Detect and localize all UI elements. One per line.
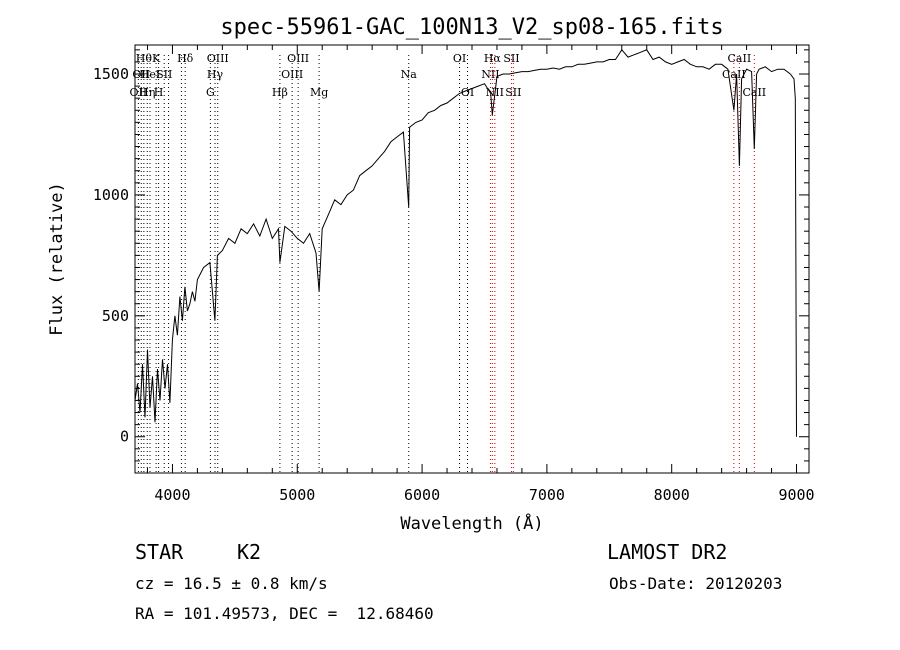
- object-class-label: STAR: [135, 540, 184, 564]
- spectral-line-label: Hβ: [272, 86, 288, 99]
- spectral-line-labels: OIIOIIHθHηHeIKHSIIHδGHγOIIIHβOIIIOIIIMgN…: [130, 52, 767, 99]
- y-tick-label: 0: [120, 428, 129, 446]
- x-tick-label: 7000: [529, 486, 565, 504]
- x-tick-label: 6000: [404, 486, 440, 504]
- x-axis-ticks: 4000 5000 6000 7000 8000 9000: [146, 45, 815, 504]
- spectral-line-label: Na: [401, 68, 418, 81]
- coordinates-text: RA = 101.49573, DEC = 12.68460: [135, 604, 434, 623]
- x-tick-label: 5000: [279, 486, 315, 504]
- spectral-line-markers: [137, 55, 755, 473]
- x-tick-label: 4000: [154, 486, 190, 504]
- spectral-line-label: Hα: [484, 52, 502, 65]
- x-axis-label: Wavelength (Å): [400, 512, 543, 534]
- redshift-velocity-text: cz = 16.5 ± 0.8 km/s: [135, 574, 328, 593]
- spectral-line-label: Hγ: [207, 68, 224, 81]
- spectral-line-label: OI: [453, 52, 466, 65]
- y-axis-label: Flux (relative): [47, 182, 67, 336]
- spectral-line-label: SII: [505, 86, 521, 99]
- object-subclass-label: K2: [237, 540, 262, 564]
- x-tick-label: 8000: [654, 486, 690, 504]
- spectral-line-label: Hθ: [136, 52, 153, 65]
- spectral-line-label: Mg: [310, 86, 328, 99]
- observation-date-text: Obs-Date: 20120203: [609, 574, 783, 593]
- spectral-line-label: K: [152, 52, 161, 65]
- spectrum-series-line: [134, 48, 797, 437]
- spectral-line-label: OIII: [207, 52, 229, 65]
- spectral-line-label: CaII: [728, 52, 752, 65]
- spectral-line-label: H: [154, 86, 164, 99]
- spectral-line-label: OIII: [287, 52, 309, 65]
- y-tick-label: 1500: [93, 65, 129, 83]
- y-axis-ticks: 0 500 1000 1500: [93, 49, 809, 462]
- spectral-line-label: SII: [156, 68, 172, 81]
- spectral-line-label: Hη: [139, 86, 155, 99]
- spectral-line-label: HeI: [140, 68, 160, 81]
- spectral-line-label: OIII: [281, 68, 303, 81]
- spectral-line-label: SII: [503, 52, 519, 65]
- y-tick-label: 1000: [93, 186, 129, 204]
- spectral-line-label: Hδ: [177, 52, 194, 65]
- survey-label: LAMOST DR2: [607, 540, 728, 564]
- x-tick-label: 9000: [778, 486, 814, 504]
- chart-title: spec-55961-GAC_100N13_V2_sp08-165.fits: [220, 15, 723, 40]
- y-tick-label: 500: [102, 307, 129, 325]
- spectral-line-label: OII: [130, 86, 148, 99]
- spectral-line-label: NII: [481, 68, 499, 81]
- plot-frame: [134, 44, 810, 474]
- spectral-line-label: CaII: [742, 86, 766, 99]
- spectral-line-label: CaII: [722, 68, 746, 81]
- spectral-line-label: G: [206, 86, 215, 99]
